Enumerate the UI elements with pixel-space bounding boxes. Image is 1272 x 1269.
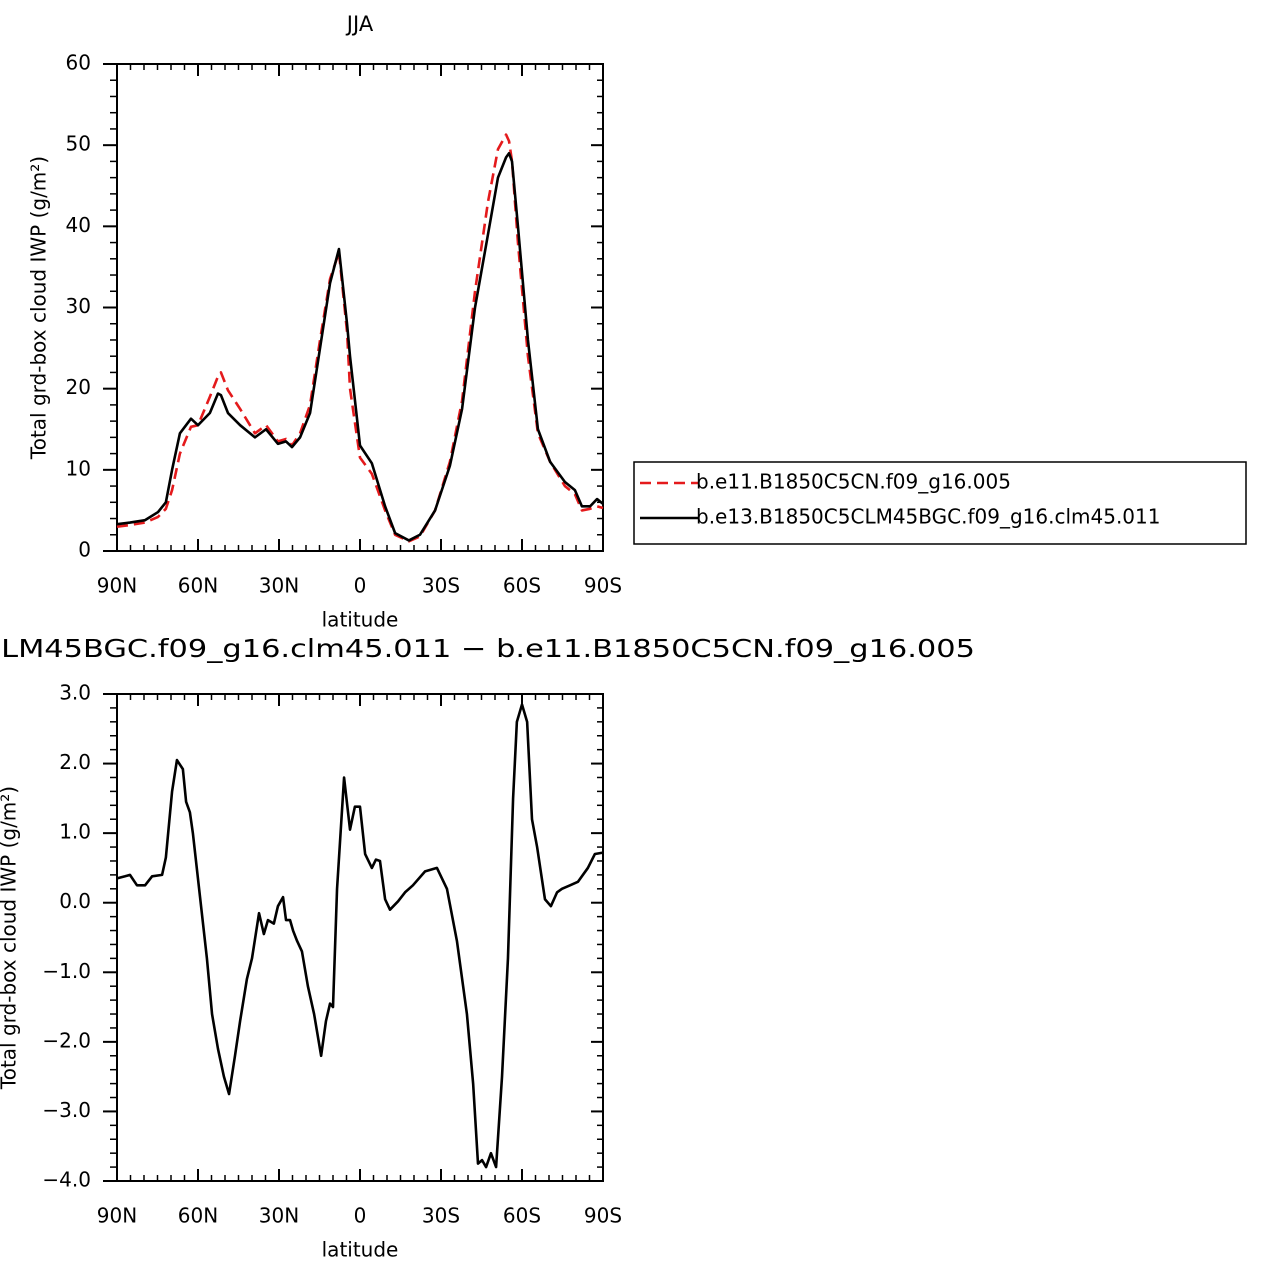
legend-box bbox=[633, 461, 1247, 545]
x-tick-label: 0 bbox=[354, 1204, 367, 1228]
x-tick-label: 90S bbox=[584, 574, 622, 598]
x-tick-label: 90N bbox=[97, 1204, 137, 1228]
plot-frame bbox=[116, 63, 604, 552]
legend-label: b.e11.B1850C5CN.f09_g16.005 bbox=[696, 470, 1011, 494]
x-tick-label: 60N bbox=[178, 1204, 218, 1228]
y-tick-label: 30 bbox=[66, 294, 91, 318]
y-tick-label: 0.0 bbox=[59, 889, 91, 913]
y-tick-label: 60 bbox=[66, 51, 91, 75]
y-axis-label: Total grd-box cloud IWP (g/m²) bbox=[27, 156, 51, 460]
y-tick-label: 20 bbox=[66, 375, 91, 399]
y-tick-label: 10 bbox=[66, 456, 91, 480]
y-tick-label: 0 bbox=[78, 538, 91, 562]
x-tick-label: 30S bbox=[422, 574, 460, 598]
data-line bbox=[116, 151, 604, 542]
y-axis-label: Total grd-box cloud IWP (g/m²) bbox=[0, 786, 21, 1090]
x-tick-label: 60S bbox=[503, 1204, 541, 1228]
x-tick-label: 30S bbox=[422, 1204, 460, 1228]
y-tick-label: 3.0 bbox=[59, 681, 91, 705]
y-tick-label: −1.0 bbox=[42, 959, 91, 983]
x-tick-label: 0 bbox=[354, 574, 367, 598]
y-tick-label: −3.0 bbox=[42, 1098, 91, 1122]
data-line bbox=[116, 133, 604, 543]
plot-frame bbox=[116, 693, 604, 1182]
data-line bbox=[116, 703, 604, 1169]
x-tick-label: 90S bbox=[584, 1204, 622, 1228]
x-tick-label: 30N bbox=[259, 1204, 299, 1228]
y-tick-label: −4.0 bbox=[42, 1168, 91, 1192]
chart-title: JJA bbox=[345, 12, 374, 36]
y-tick-label: 1.0 bbox=[59, 820, 91, 844]
y-tick-label: 2.0 bbox=[59, 750, 91, 774]
y-tick-label: 40 bbox=[66, 213, 91, 237]
x-tick-label: 60S bbox=[503, 574, 541, 598]
x-tick-label: 90N bbox=[97, 574, 137, 598]
y-tick-label: −2.0 bbox=[42, 1028, 91, 1052]
x-axis-label: latitude bbox=[322, 1238, 399, 1262]
chart-title: b.e13.B1850C5CLM45BGC.f09_g16.clm45.011 … bbox=[0, 634, 975, 663]
y-tick-label: 50 bbox=[66, 132, 91, 156]
x-tick-label: 30N bbox=[259, 574, 299, 598]
x-axis-label: latitude bbox=[322, 608, 399, 632]
legend-label: b.e13.B1850C5CLM45BGC.f09_g16.clm45.011 bbox=[696, 505, 1160, 529]
x-tick-label: 60N bbox=[178, 574, 218, 598]
